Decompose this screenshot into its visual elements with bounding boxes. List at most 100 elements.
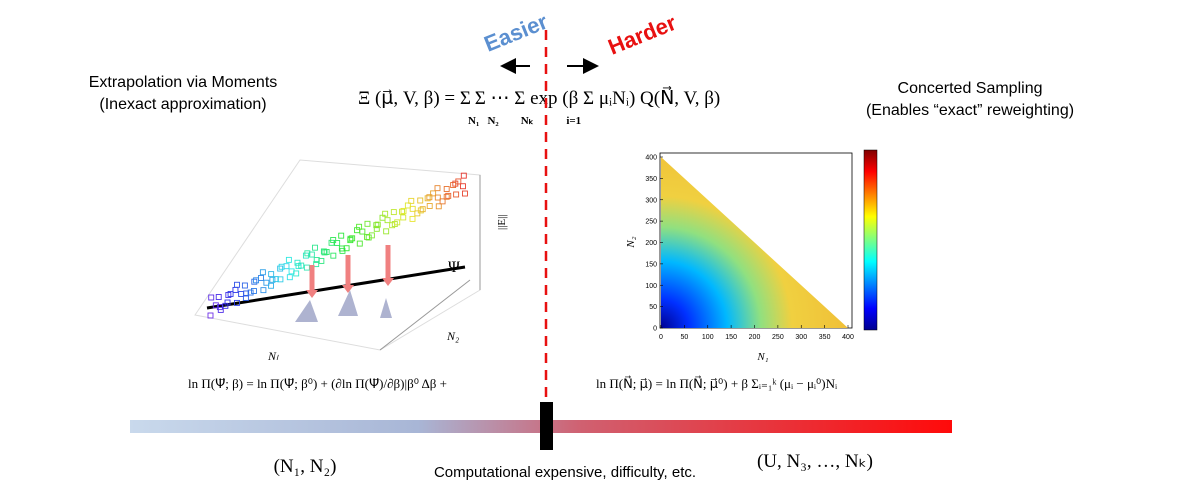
heat-ylabel: N₂ — [625, 236, 637, 248]
scatter-3d: Ψ ||E|| Nₗ N₂ — [194, 159, 508, 363]
x-tick-label: 300 — [795, 334, 807, 341]
scatter-marker — [269, 276, 276, 283]
scatter-marker — [338, 232, 345, 239]
scatter-marker — [359, 228, 366, 235]
scatter-marker — [426, 203, 433, 209]
scatter-marker — [399, 208, 405, 215]
right-title: Concerted Sampling — [898, 80, 1043, 97]
scatter-marker — [227, 290, 234, 297]
scatter-marker — [334, 240, 341, 246]
scatter-marker — [308, 251, 315, 258]
scatter-marker — [217, 306, 224, 313]
scatter-marker — [414, 210, 421, 217]
scatter-marker — [435, 203, 442, 210]
scatter-marker — [408, 197, 415, 204]
easier-label: Easier — [481, 9, 552, 57]
scatter-marker — [368, 232, 375, 239]
scatter-marker — [443, 193, 450, 200]
plot-box — [194, 159, 481, 351]
scatter-marker — [445, 192, 452, 199]
scatter-marker — [424, 195, 431, 202]
equation-limits: N₁ N₂ Nₖ i=1 — [468, 115, 581, 127]
scatter-marker — [207, 312, 214, 319]
scatter-marker — [278, 263, 285, 270]
scatter-marker — [430, 190, 437, 197]
scatter-marker — [409, 205, 416, 212]
axis — [379, 279, 471, 351]
scatter-marker — [313, 261, 320, 268]
scatter-marker — [356, 223, 363, 230]
scatter-marker — [304, 250, 311, 257]
partition-equation: Ξ (μ⃗, V, β) = Σ Σ ⋯ Σ exp (β Σ μᵢNᵢ) Q(… — [358, 86, 720, 109]
scatter-marker — [354, 227, 361, 234]
scatter-marker — [234, 281, 240, 288]
scatter-marker — [373, 225, 380, 232]
scatter-marker — [426, 194, 433, 201]
x-tick-label: 250 — [772, 334, 784, 341]
scatter-marker — [434, 194, 441, 201]
scatter-marker — [400, 207, 407, 214]
x-tick-label: 100 — [702, 334, 714, 341]
y-tick-label: 0 — [653, 326, 657, 333]
scatter-marker — [212, 302, 219, 309]
x-tick-label: 0 — [659, 334, 663, 341]
down-arrow-head — [306, 290, 318, 298]
scatter-marker — [434, 185, 441, 192]
scatter-marker — [400, 214, 407, 221]
scatter-marker — [298, 262, 305, 269]
y-tick-label: 100 — [645, 283, 657, 290]
colorbar — [863, 149, 878, 331]
x-tick-label: 400 — [842, 334, 854, 341]
scatter-marker — [394, 219, 401, 226]
down-arrow-head — [342, 285, 354, 293]
scatter-marker — [453, 191, 460, 198]
scatter-marker — [356, 240, 363, 247]
harder-label: Harder — [605, 10, 681, 60]
scatter-marker — [247, 289, 254, 296]
scatter-marker — [251, 278, 258, 285]
scatter-marker — [443, 186, 450, 192]
bar-marker — [540, 402, 553, 450]
scatter-marker — [258, 275, 264, 281]
scatter-marker — [452, 180, 459, 187]
y-tick-label: 250 — [645, 219, 657, 226]
scatter-marker — [268, 282, 274, 289]
heat-xlabel: N₁ — [756, 351, 768, 363]
x-tick-label: 150 — [725, 334, 737, 341]
scatter-marker — [293, 270, 300, 277]
x-axis-label: Nₗ — [267, 349, 279, 363]
right-equation: ln Π(N⃗; μ⃗) = ln Π(N⃗; μ⃗⁰) + β Σᵢ₌₁ᵏ (… — [596, 376, 838, 391]
scatter-marker — [232, 286, 239, 293]
scatter-marker — [419, 206, 426, 213]
scatter-marker — [285, 256, 292, 263]
scatter-marker — [343, 245, 350, 252]
scatter-marker — [330, 237, 337, 243]
scatter-marker — [347, 237, 354, 244]
left-equation: ln Π(Ψ⃗; β) = ln Π(Ψ⃗; β⁰) + (∂ln Π(Ψ⃗)/… — [188, 376, 447, 391]
scatter-marker — [234, 299, 240, 306]
footer-center: Computational expensive, difficulty, etc… — [434, 464, 696, 481]
scatter-marker — [263, 279, 270, 286]
scatter-marker — [460, 172, 467, 179]
scatter-marker — [277, 265, 284, 272]
scatter-marker — [323, 249, 330, 255]
footer-right: (U, N₃, …, Nₖ) — [757, 451, 873, 472]
heat-region — [661, 157, 848, 328]
scatter-marker — [461, 190, 468, 197]
scatter-marker — [241, 282, 248, 289]
scatter-marker — [382, 210, 389, 217]
scatter-marker — [439, 198, 446, 205]
y-tick-label: 350 — [645, 176, 657, 183]
scatter-marker — [318, 257, 325, 264]
scatter-marker — [286, 274, 293, 281]
distribution — [338, 290, 358, 316]
scatter-marker — [349, 235, 356, 242]
scatter-marker — [384, 217, 391, 224]
scatter-marker — [250, 288, 257, 294]
scatter-marker — [243, 290, 250, 297]
x-tick-label: 350 — [819, 334, 831, 341]
right-subtitle: (Enables “exact” reweighting) — [866, 102, 1074, 119]
scatter-marker — [390, 209, 397, 216]
scatter-marker — [253, 277, 260, 284]
